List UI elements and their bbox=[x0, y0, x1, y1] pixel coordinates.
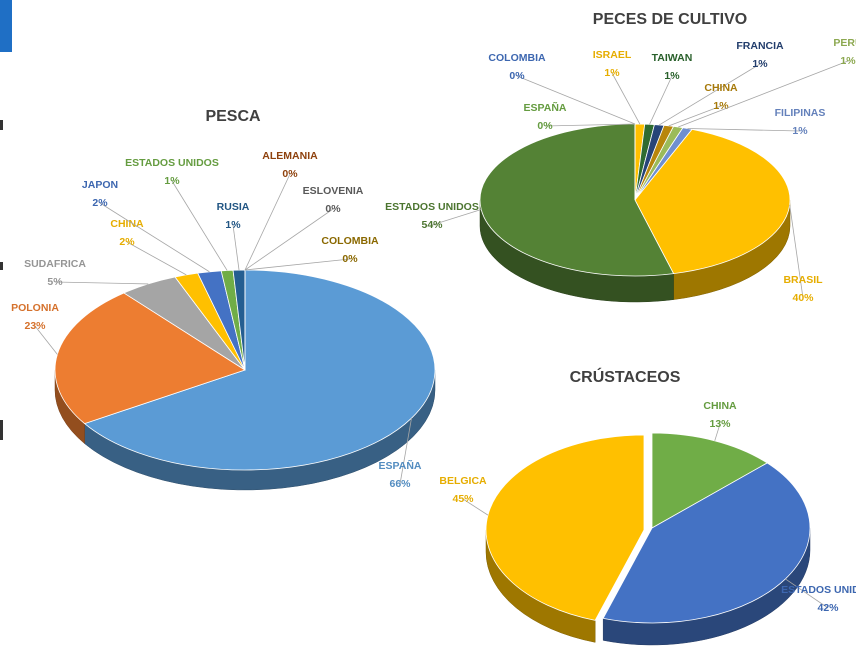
data-label-name: POLONIA bbox=[11, 302, 59, 314]
data-label-name: ESPAÑA bbox=[524, 101, 567, 114]
data-label-value: 1% bbox=[604, 67, 620, 79]
data-label-name: SUDAFRICA bbox=[24, 258, 86, 270]
data-label-value: 2% bbox=[119, 236, 135, 248]
chart-title: CRÚSTACEOS bbox=[570, 367, 681, 386]
data-label-value: 42% bbox=[817, 602, 839, 614]
data-label-name: BRASIL bbox=[783, 274, 823, 286]
leader-line bbox=[659, 63, 761, 126]
data-label-value: 0% bbox=[509, 70, 525, 82]
chart-title: PESCA bbox=[205, 108, 261, 125]
data-label-name: CHINA bbox=[704, 82, 738, 94]
leader-line bbox=[714, 423, 721, 441]
leader-line bbox=[244, 258, 351, 271]
data-label-value: 5% bbox=[47, 276, 63, 288]
leader-line bbox=[462, 498, 489, 516]
data-label-name: ALEMANIA bbox=[262, 150, 318, 162]
data-label-value: 0% bbox=[325, 203, 341, 215]
pie-slice bbox=[651, 432, 768, 529]
data-label-name: RUSIA bbox=[217, 201, 250, 213]
ui-tab bbox=[0, 0, 12, 52]
data-label-name: FRANCIA bbox=[736, 40, 784, 52]
leader-line bbox=[611, 72, 641, 125]
leader-line bbox=[544, 123, 636, 127]
edge-mark bbox=[0, 262, 3, 270]
data-label-value: 1% bbox=[164, 175, 180, 187]
data-label-name: JAPON bbox=[82, 179, 118, 191]
data-label-value: 40% bbox=[792, 292, 814, 304]
leader-line bbox=[244, 208, 334, 271]
leader-line bbox=[431, 209, 482, 226]
data-label-name: ESTADOS UNIDOS bbox=[385, 201, 479, 213]
pie-slice bbox=[54, 292, 246, 425]
data-label-name: COLOMBIA bbox=[321, 235, 379, 247]
data-label-name: BELGICA bbox=[439, 475, 487, 487]
data-label-value: 1% bbox=[664, 70, 680, 82]
leader-line bbox=[232, 224, 240, 271]
leader-line bbox=[649, 75, 673, 125]
data-label-value: 2% bbox=[92, 197, 108, 209]
leader-line bbox=[244, 173, 291, 271]
data-label-value: 54% bbox=[421, 219, 443, 231]
data-label-value: 1% bbox=[752, 58, 768, 70]
chart-title: PECES DE CULTIVO bbox=[593, 11, 747, 28]
leader-line bbox=[687, 128, 801, 132]
leader-line bbox=[34, 325, 58, 355]
data-label-value: 0% bbox=[342, 253, 358, 265]
data-label-name: COLOMBIA bbox=[488, 52, 546, 64]
data-label-name: ESLOVENIA bbox=[303, 185, 364, 197]
edge-mark bbox=[0, 120, 3, 130]
edge-mark bbox=[0, 420, 3, 440]
data-label-value: 45% bbox=[452, 493, 474, 505]
leader-line bbox=[126, 241, 187, 276]
data-label-value: 23% bbox=[24, 320, 46, 332]
pie-slice bbox=[602, 462, 811, 624]
pie-slice bbox=[485, 434, 645, 621]
leader-line bbox=[785, 578, 829, 609]
data-label-name: FILIPINAS bbox=[775, 107, 826, 119]
leader-line bbox=[678, 60, 849, 128]
data-label-value: 0% bbox=[537, 120, 553, 132]
data-label-name: ESTADOS UNIDOS bbox=[781, 584, 856, 596]
data-label-name: ESPAÑA bbox=[379, 459, 422, 472]
data-label-name: CHINA bbox=[110, 218, 144, 230]
leader-line bbox=[54, 281, 149, 285]
data-label-value: 1% bbox=[225, 219, 241, 231]
data-label-value: 0% bbox=[282, 168, 298, 180]
leader-line bbox=[171, 180, 228, 271]
pie-slice bbox=[479, 123, 675, 277]
data-label-name: ISRAEL bbox=[593, 49, 632, 61]
data-label-name: PERU bbox=[833, 37, 856, 49]
leader-line bbox=[668, 105, 722, 127]
data-label-name: TAIWAN bbox=[652, 52, 693, 64]
data-label-value: 1% bbox=[792, 125, 808, 137]
data-label-name: ESTADOS UNIDOS bbox=[125, 157, 219, 169]
data-label-value: 13% bbox=[709, 418, 731, 430]
pie-slice bbox=[83, 269, 436, 471]
leader-line bbox=[99, 202, 210, 273]
data-label-name: CHINA bbox=[703, 400, 737, 412]
leader-line bbox=[789, 204, 804, 299]
data-label-value: 66% bbox=[389, 478, 411, 490]
data-label-value: 1% bbox=[840, 55, 856, 67]
leader-line bbox=[516, 75, 636, 125]
pie-slice bbox=[634, 128, 791, 275]
leader-line bbox=[399, 418, 412, 485]
